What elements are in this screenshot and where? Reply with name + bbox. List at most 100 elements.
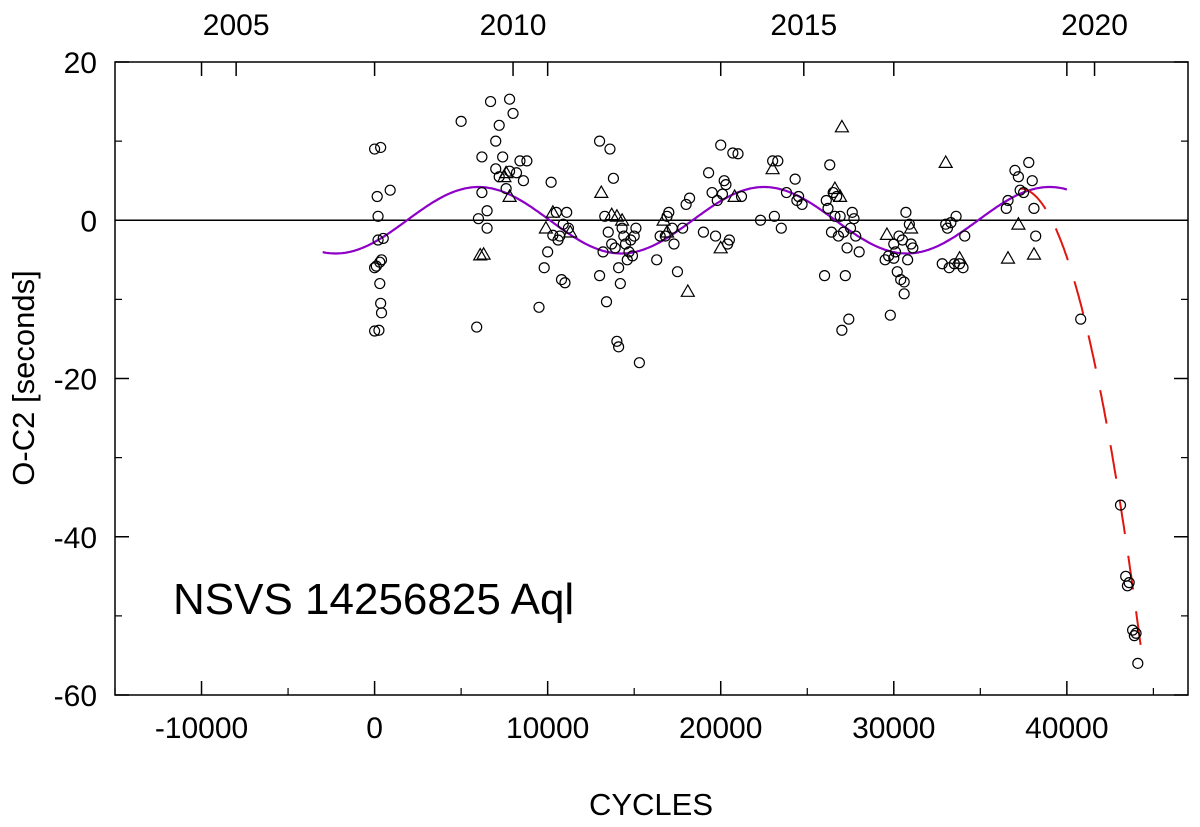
data-point-circle	[1023, 156, 1035, 169]
data-point-circle	[898, 288, 910, 300]
y-tick-label: -40	[54, 522, 97, 555]
data-point-circle	[888, 252, 900, 264]
data-point-circle	[896, 234, 909, 246]
data-point-circle	[1000, 202, 1012, 214]
data-point-circle	[497, 151, 509, 163]
data-point-circle	[945, 217, 957, 229]
data-point-circle	[371, 190, 383, 203]
data-point-circle	[484, 95, 497, 108]
data-point-circle	[1123, 577, 1135, 589]
x-tick-label: 20000	[679, 712, 762, 745]
data-point-circle	[677, 222, 689, 234]
data-point-circle	[1132, 657, 1144, 669]
data-point-circle	[481, 205, 493, 217]
y-tick-label: -60	[54, 680, 97, 713]
data-point-circle	[490, 135, 502, 147]
data-point-circle	[1028, 202, 1040, 214]
data-point-circle	[789, 173, 801, 185]
data-point-circle	[941, 222, 954, 234]
data-point-circle	[1128, 630, 1140, 642]
data-point-triangle	[938, 154, 954, 168]
data-point-triangle	[680, 283, 696, 297]
labels-layer: -10000 0 10000 20000 30000 40000 2005 2010 2015 2…	[54, 9, 1128, 745]
data-point-circle	[711, 194, 723, 207]
x-tick-label: 0	[366, 712, 383, 745]
data-point-triangle	[834, 119, 850, 133]
data-point-circle	[559, 277, 571, 289]
data-point-circle	[1002, 194, 1014, 207]
data-point-circle	[893, 230, 905, 242]
data-point-triangle	[713, 240, 729, 254]
data-point-circle	[846, 206, 858, 218]
data-point-triangle	[538, 220, 554, 234]
data-point-circle	[902, 254, 914, 266]
data-point-circle	[768, 210, 780, 222]
data-point-circle	[607, 172, 620, 184]
data-point-circle	[659, 230, 671, 242]
data-point-circle	[510, 167, 523, 179]
data-point-circle	[1075, 313, 1087, 325]
data-point-circle	[384, 184, 396, 196]
data-point-circle	[839, 270, 851, 282]
data-point-circle	[727, 147, 739, 159]
trend-layer	[1020, 187, 1143, 651]
data-point-circle	[476, 151, 488, 163]
data-point-triangle	[1010, 216, 1026, 230]
data-point-circle	[600, 296, 613, 308]
data-point-circle	[500, 183, 512, 195]
x-tick-label: 40000	[1025, 712, 1108, 745]
data-point-circle	[732, 148, 744, 160]
data-point-circle	[715, 139, 727, 151]
year-label: 2020	[1061, 9, 1128, 42]
data-point-triangle	[659, 224, 675, 238]
data-point-circle	[936, 258, 948, 270]
data-point-triangle	[545, 204, 561, 218]
data-point-circle	[882, 250, 895, 262]
data-point-circle	[538, 262, 550, 274]
data-point-triangle	[827, 180, 843, 195]
data-point-circle	[1127, 624, 1139, 636]
data-point-circle	[818, 270, 831, 282]
year-label: 2005	[203, 9, 270, 42]
data-point-circle	[680, 198, 692, 211]
data-point-circle	[481, 222, 493, 234]
y-tick-label: 20	[64, 47, 97, 80]
year-label: 2015	[770, 9, 837, 42]
data-point-triangle	[472, 247, 488, 261]
data-point-circle	[377, 232, 389, 245]
data-point-circle	[780, 186, 793, 199]
data-point-circle	[373, 324, 385, 336]
data-point-circle	[593, 135, 606, 147]
data-point-circle	[767, 155, 779, 167]
data-point-circle	[614, 277, 626, 290]
data-point-circle	[476, 186, 488, 199]
year-label: 2010	[480, 9, 547, 42]
data-point-circle	[561, 206, 573, 218]
data-point-circle	[507, 107, 519, 120]
data-point-circle	[1017, 186, 1030, 199]
data-point-circle	[375, 141, 387, 154]
data-point-circle	[775, 222, 787, 234]
data-point-circle	[1114, 499, 1127, 511]
data-point-circle	[633, 357, 645, 369]
data-point-circle	[609, 242, 621, 254]
data-point-circle	[836, 324, 848, 336]
data-point-circle	[611, 335, 623, 347]
fit-curve	[322, 185, 1068, 255]
data-point-circle	[820, 194, 832, 207]
data-point-circle	[697, 226, 710, 238]
data-point-circle	[825, 226, 838, 238]
data-point-circle	[625, 234, 637, 246]
data-point-circle	[375, 254, 388, 266]
x-axis-title: CYCLES	[589, 787, 713, 822]
data-point-circle	[593, 270, 606, 282]
fit-layer	[322, 185, 1068, 255]
data-point-circle	[683, 192, 696, 204]
data-point-circle	[844, 222, 857, 234]
data-point-circle	[709, 230, 722, 242]
data-point-circle	[372, 210, 384, 222]
data-point-circle	[716, 188, 729, 200]
data-point-circle	[848, 213, 860, 225]
data-point-circle	[613, 262, 625, 274]
data-point-circle	[879, 254, 891, 266]
